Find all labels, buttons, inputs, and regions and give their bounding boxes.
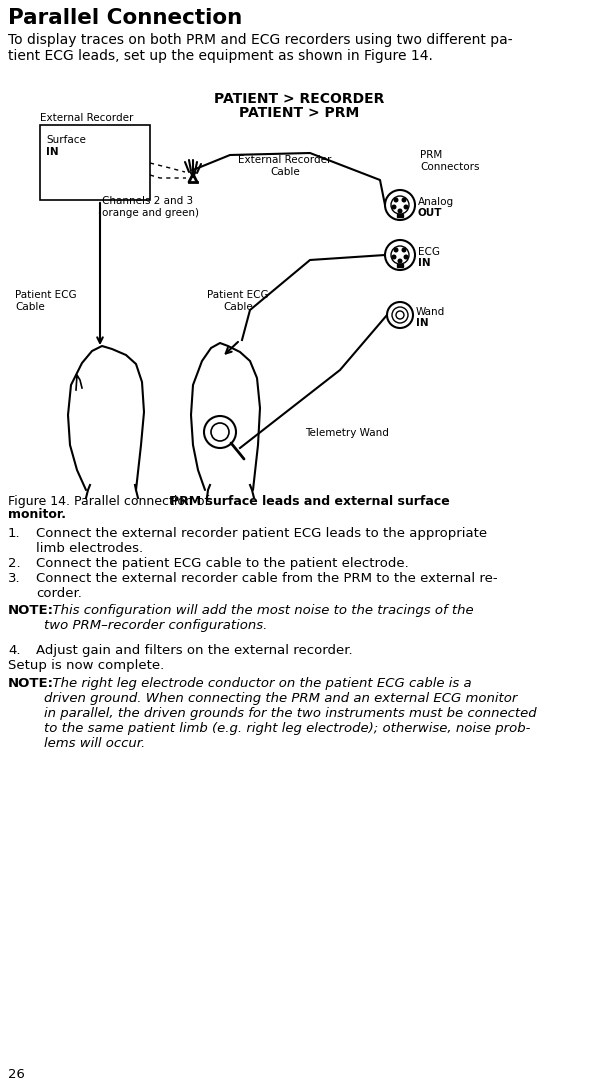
Text: monitor.: monitor.	[8, 508, 66, 521]
Text: IN: IN	[416, 318, 429, 328]
Text: Connect the patient ECG cable to the patient electrode.: Connect the patient ECG cable to the pat…	[36, 557, 409, 570]
Text: 3.: 3.	[8, 572, 20, 585]
Circle shape	[392, 205, 396, 208]
Text: OUT: OUT	[418, 208, 443, 218]
Circle shape	[204, 416, 236, 448]
Text: Surface: Surface	[46, 135, 86, 145]
Text: Adjust gain and filters on the external recorder.: Adjust gain and filters on the external …	[36, 644, 353, 658]
Text: IN: IN	[418, 258, 431, 268]
Circle shape	[402, 248, 406, 252]
Circle shape	[211, 423, 229, 441]
Text: This configuration will add the most noise to the tracings of the
two PRM–record: This configuration will add the most noi…	[44, 604, 474, 631]
Text: Figure 14. Parallel connection of: Figure 14. Parallel connection of	[8, 495, 213, 508]
Circle shape	[391, 246, 409, 264]
Circle shape	[385, 190, 415, 220]
Text: PATIENT > PRM: PATIENT > PRM	[239, 106, 359, 120]
Text: PRM surface leads and external surface: PRM surface leads and external surface	[170, 495, 450, 508]
Circle shape	[402, 199, 406, 202]
Text: To display traces on both PRM and ECG recorders using two different pa-
tient EC: To display traces on both PRM and ECG re…	[8, 33, 513, 63]
Circle shape	[392, 255, 396, 259]
Text: Analog: Analog	[418, 197, 454, 207]
Text: The right leg electrode conductor on the patient ECG cable is a
driven ground. W: The right leg electrode conductor on the…	[44, 677, 537, 750]
Text: Setup is now complete.: Setup is now complete.	[8, 659, 164, 672]
Bar	[397, 214, 403, 217]
Text: Connect the external recorder cable from the PRM to the external re-
corder.: Connect the external recorder cable from…	[36, 572, 498, 600]
Circle shape	[394, 248, 398, 252]
Circle shape	[404, 255, 408, 259]
Text: Channels 2 and 3
(orange and green): Channels 2 and 3 (orange and green)	[98, 196, 198, 218]
Text: NOTE:: NOTE:	[8, 604, 54, 617]
Text: Telemetry Wand: Telemetry Wand	[305, 427, 389, 438]
Circle shape	[385, 240, 415, 270]
Circle shape	[396, 311, 404, 319]
Circle shape	[387, 302, 413, 328]
Circle shape	[404, 205, 408, 208]
Text: 26: 26	[8, 1068, 25, 1081]
Text: Cable: Cable	[223, 302, 253, 312]
Text: ECG: ECG	[418, 247, 440, 257]
Circle shape	[398, 259, 402, 263]
Text: Cable: Cable	[15, 302, 45, 312]
Text: External Recorder: External Recorder	[40, 113, 134, 123]
Bar	[40, 125, 150, 200]
Text: IN: IN	[46, 146, 59, 157]
Text: 1.: 1.	[8, 527, 20, 540]
Bar	[397, 264, 403, 267]
Text: PATIENT > RECORDER: PATIENT > RECORDER	[214, 92, 384, 106]
Text: Connect the external recorder patient ECG leads to the appropriate
limb electrod: Connect the external recorder patient EC…	[36, 527, 487, 556]
Text: Patient ECG: Patient ECG	[15, 290, 77, 299]
Text: Wand: Wand	[416, 307, 445, 317]
Circle shape	[391, 196, 409, 214]
Text: External Recorder
Cable: External Recorder Cable	[238, 155, 332, 177]
Text: 4.: 4.	[8, 644, 20, 658]
Circle shape	[394, 199, 398, 202]
Circle shape	[398, 209, 402, 213]
Text: PRM
Connectors: PRM Connectors	[420, 150, 480, 171]
Text: Patient ECG: Patient ECG	[207, 290, 269, 299]
Text: 2.: 2.	[8, 557, 20, 570]
Text: NOTE:: NOTE:	[8, 677, 54, 690]
Text: Parallel Connection: Parallel Connection	[8, 8, 242, 28]
Circle shape	[392, 307, 408, 323]
